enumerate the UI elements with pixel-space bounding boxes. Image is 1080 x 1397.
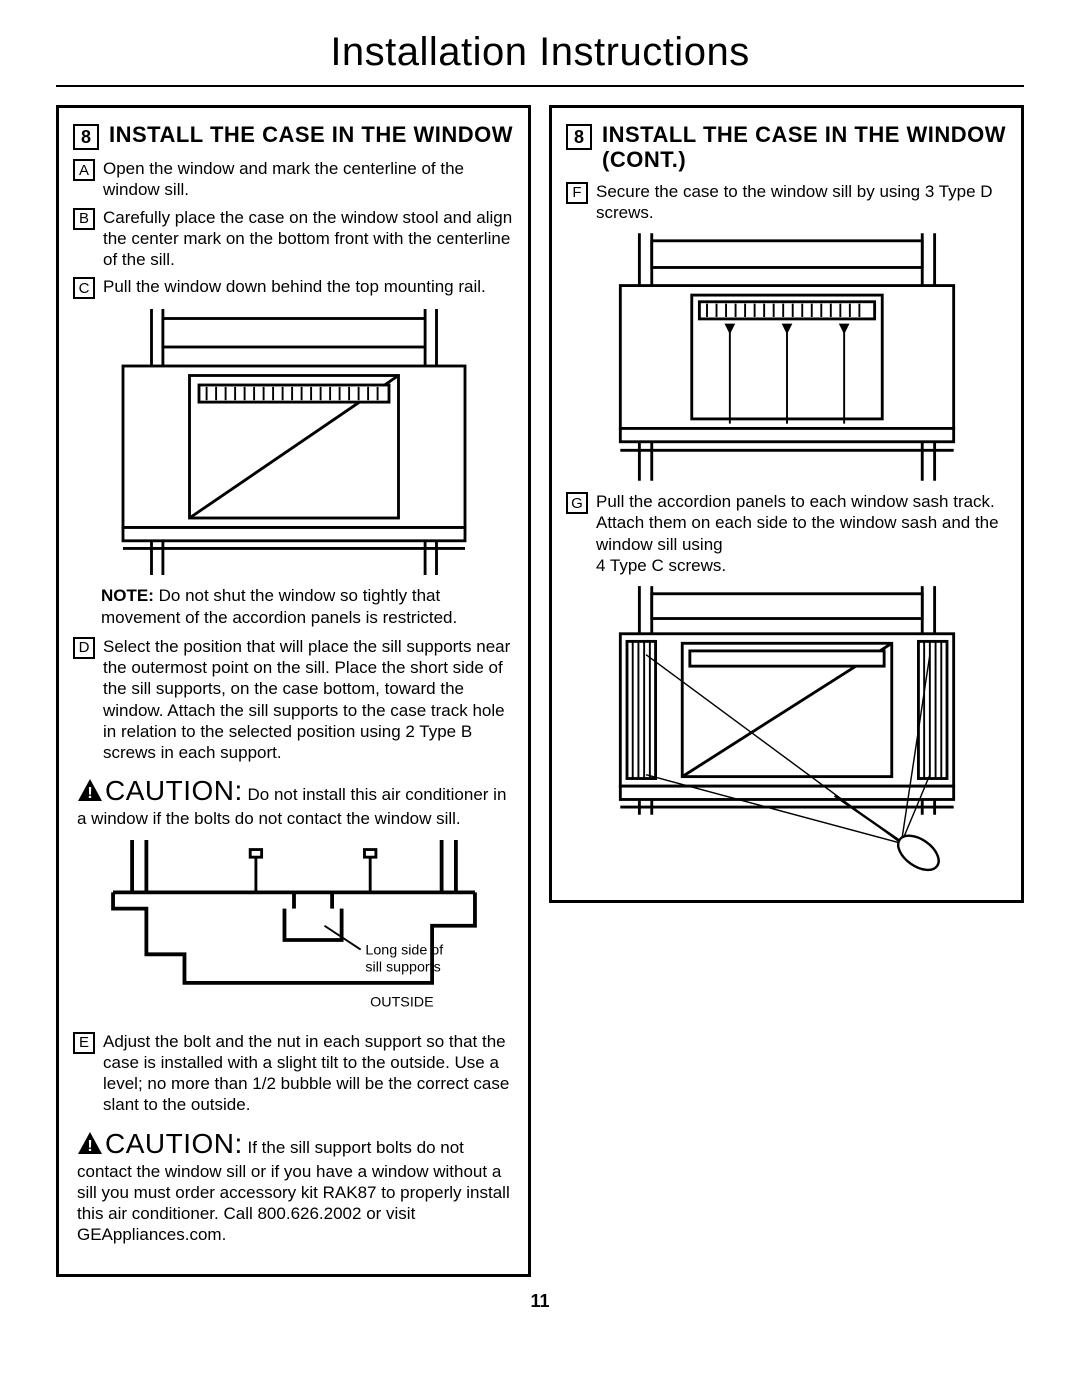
manual-page: Installation Instructions 8 INSTALL THE … — [0, 0, 1080, 1332]
caution-1: ! CAUTION: Do not install this air condi… — [73, 773, 514, 829]
caution-2: ! CAUTION: If the sill support bolts do … — [73, 1126, 514, 1246]
svg-text:!: ! — [87, 1138, 92, 1155]
title-rule — [56, 85, 1024, 87]
step-letter-d: D — [73, 637, 95, 659]
caution-lead-2: CAUTION: — [105, 1128, 243, 1159]
step-g: G Pull the accordion panels to each wind… — [566, 491, 1007, 576]
step-text-b: Carefully place the case on the window s… — [103, 207, 514, 271]
fig2-label-outside: OUTSIDE — [370, 994, 433, 1010]
step-text-d: Select the position that will place the … — [103, 636, 514, 764]
step-letter-a: A — [73, 159, 95, 181]
step-d: D Select the position that will place th… — [73, 636, 514, 764]
step-text-e: Adjust the bolt and the nut in each supp… — [103, 1031, 514, 1116]
svg-text:!: ! — [87, 785, 92, 802]
step-a: A Open the window and mark the centerlin… — [73, 158, 514, 201]
step-letter-g: G — [566, 492, 588, 514]
step-letter-e: E — [73, 1032, 95, 1054]
section-title-right: INSTALL THE CASE IN THE WINDOW (CONT.) — [602, 122, 1007, 173]
figure-type-d-screws — [566, 233, 1007, 481]
step-text-g: Pull the accordion panels to each window… — [596, 491, 1007, 576]
step-e: E Adjust the bolt and the nut in each su… — [73, 1031, 514, 1116]
step-text-a: Open the window and mark the centerline … — [103, 158, 514, 201]
figure-sill-supports: Long side of sill supports OUTSIDE — [73, 840, 514, 1021]
warning-icon: ! — [77, 1131, 103, 1155]
note-label: NOTE: — [101, 586, 154, 605]
section-heading-left: 8 INSTALL THE CASE IN THE WINDOW — [73, 122, 514, 150]
column-left: 8 INSTALL THE CASE IN THE WINDOW A Open … — [56, 105, 531, 1277]
step-text-f: Secure the case to the window sill by us… — [596, 181, 1007, 224]
note: NOTE: Do not shut the window so tightly … — [101, 585, 514, 628]
step-number-box: 8 — [566, 124, 592, 150]
page-title: Installation Instructions — [56, 30, 1024, 75]
content-columns: 8 INSTALL THE CASE IN THE WINDOW A Open … — [56, 105, 1024, 1277]
warning-icon: ! — [77, 778, 103, 802]
fig2-label-line1: Long side of — [365, 942, 443, 958]
step-b: B Carefully place the case on the window… — [73, 207, 514, 271]
caution-lead-1: CAUTION: — [105, 775, 243, 806]
fig2-label-line2: sill supports — [365, 959, 440, 975]
figure-window-case — [73, 309, 514, 575]
step-text-c: Pull the window down behind the top moun… — [103, 276, 486, 297]
note-text: Do not shut the window so tightly that m… — [101, 586, 457, 626]
figure-accordion-panels — [566, 586, 1007, 872]
section-heading-right: 8 INSTALL THE CASE IN THE WINDOW (CONT.) — [566, 122, 1007, 173]
step-letter-b: B — [73, 208, 95, 230]
step-c: C Pull the window down behind the top mo… — [73, 276, 514, 299]
step-number-box: 8 — [73, 124, 99, 150]
step-letter-f: F — [566, 182, 588, 204]
column-right: 8 INSTALL THE CASE IN THE WINDOW (CONT.)… — [549, 105, 1024, 903]
page-number: 11 — [56, 1291, 1024, 1312]
section-title-left: INSTALL THE CASE IN THE WINDOW — [109, 122, 513, 147]
step-f: F Secure the case to the window sill by … — [566, 181, 1007, 224]
step-letter-c: C — [73, 277, 95, 299]
